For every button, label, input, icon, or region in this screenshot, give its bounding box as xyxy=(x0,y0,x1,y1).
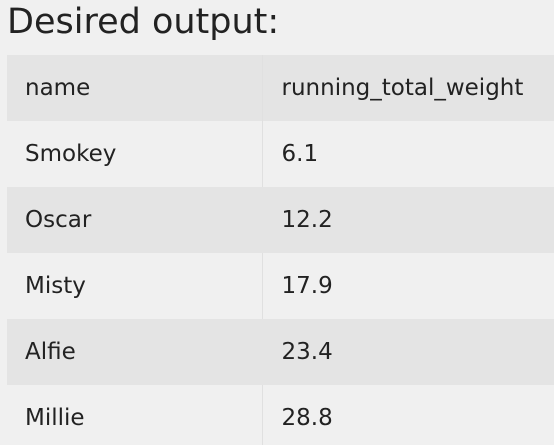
cell-running-total-weight: 6.1 xyxy=(281,141,319,167)
column-header-name: name xyxy=(7,55,263,121)
table-row: Smokey 6.1 xyxy=(7,121,554,187)
cell-name: Alfie xyxy=(7,319,263,385)
table-row: Millie 28.8 xyxy=(7,385,554,445)
cell-name: Smokey xyxy=(7,121,263,187)
table-header: name running_total_weight xyxy=(7,55,554,121)
section-heading: Desired output: xyxy=(7,2,280,42)
table-row: Alfie 23.4 xyxy=(7,319,554,385)
table-row: Oscar 12.2 xyxy=(7,187,554,253)
table-row: Misty 17.9 xyxy=(7,253,554,319)
cell-running-total-weight: 28.8 xyxy=(281,405,333,431)
column-header-running-total-weight: running_total_weight xyxy=(281,75,524,101)
cell-running-total-weight: 23.4 xyxy=(281,339,333,365)
output-table: name running_total_weight Smokey 6.1 Osc… xyxy=(7,55,554,445)
cell-name: Misty xyxy=(7,253,263,319)
cell-name: Millie xyxy=(7,385,263,445)
cell-running-total-weight: 17.9 xyxy=(281,273,333,299)
cell-name: Oscar xyxy=(7,187,263,253)
header-row: name running_total_weight xyxy=(7,55,554,121)
cell-running-total-weight: 12.2 xyxy=(281,207,333,233)
table-body: Smokey 6.1 Oscar 12.2 Misty 17.9 Alfie 2… xyxy=(7,121,554,445)
